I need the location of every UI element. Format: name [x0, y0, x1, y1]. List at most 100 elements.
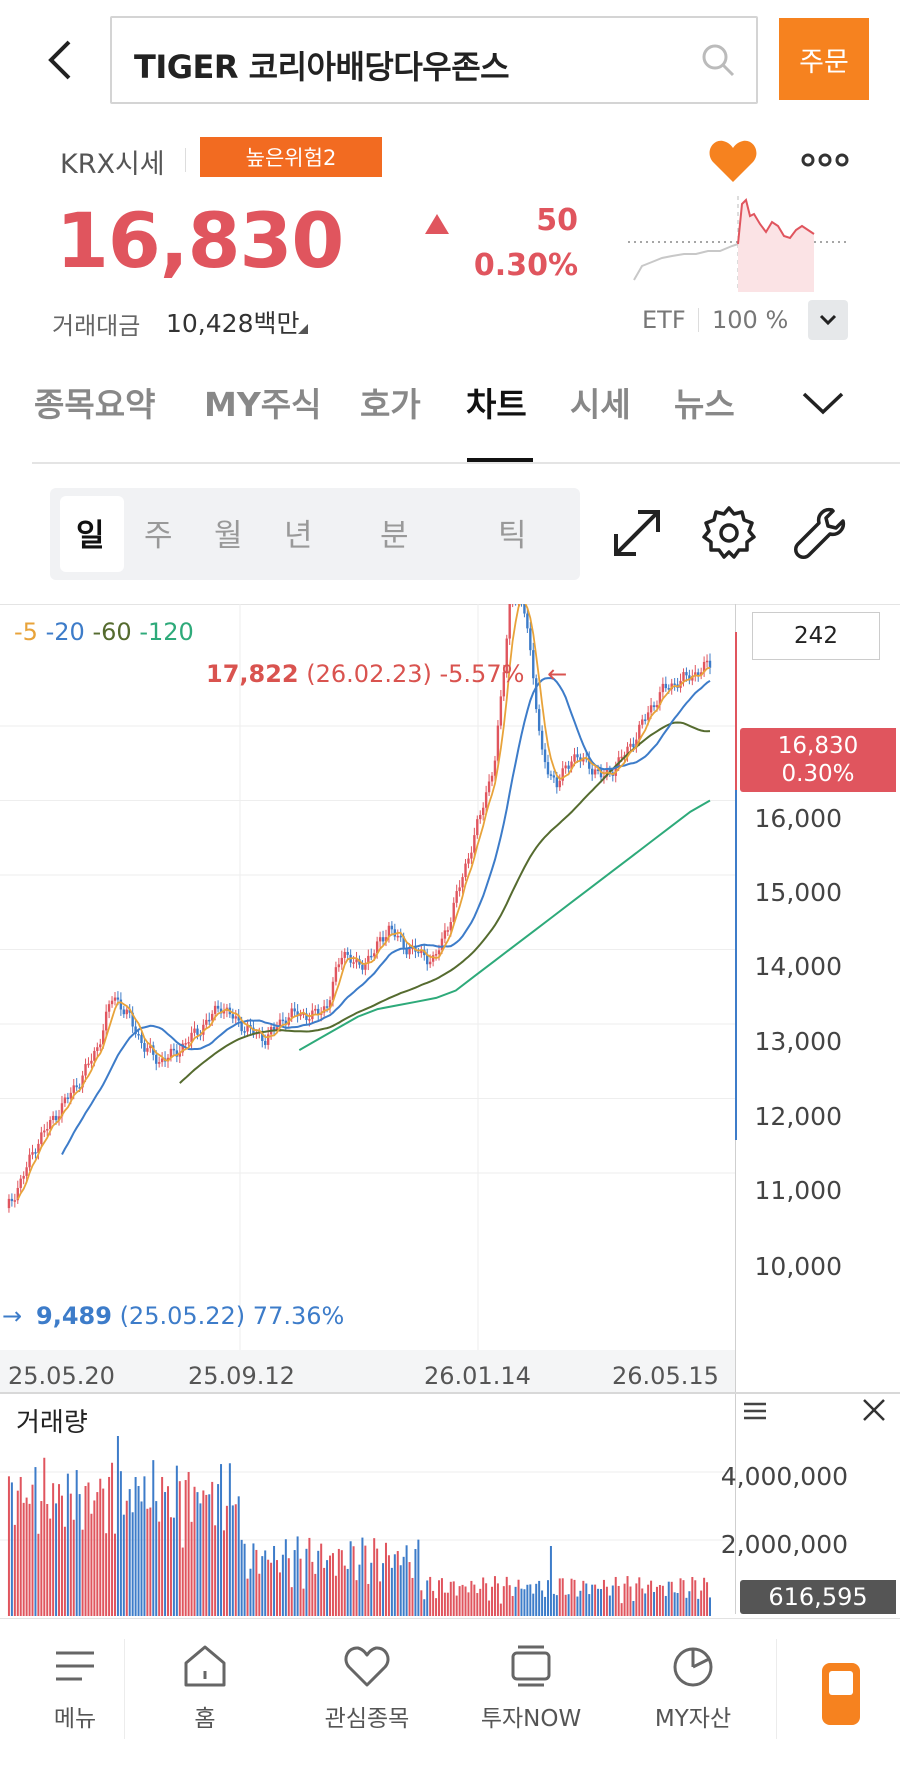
nav-my-assets[interactable]: MY자산	[618, 1641, 768, 1733]
nav-watchlist[interactable]: 관심종목	[292, 1641, 442, 1733]
volume-bar	[34, 1467, 37, 1616]
candle-body	[302, 1013, 305, 1015]
tab-orderbook[interactable]: 호가	[360, 385, 421, 424]
volume-bar	[667, 1581, 670, 1616]
volume-bar	[113, 1533, 116, 1616]
candle-body	[573, 754, 576, 762]
wrench-icon[interactable]	[792, 504, 850, 562]
volume-bar	[502, 1586, 505, 1616]
expand-button[interactable]	[808, 300, 848, 340]
candle-body	[381, 937, 385, 942]
candle-body	[620, 756, 623, 759]
divider	[0, 1392, 900, 1394]
period-day[interactable]: 일	[76, 518, 105, 554]
candle-body	[593, 769, 597, 775]
candle-body	[190, 1032, 193, 1043]
volume-bar	[703, 1577, 706, 1616]
volume-bar	[443, 1592, 446, 1616]
volume-bar	[311, 1561, 314, 1616]
candle-body	[408, 948, 411, 955]
candle-body	[364, 963, 367, 970]
volume-bar	[617, 1585, 620, 1616]
candle-body	[193, 1028, 196, 1033]
volume-bar	[691, 1577, 694, 1616]
period-month[interactable]: 월	[214, 518, 243, 554]
candle-body	[458, 887, 461, 892]
nav-label: 투자NOW	[480, 1706, 582, 1732]
candle-body	[128, 1009, 131, 1013]
ma5-line	[16, 604, 711, 1200]
candle-body	[16, 1187, 19, 1201]
search-input-value: TIGER 코리아배당다우존스	[134, 48, 510, 86]
tab-quotes[interactable]: 시세	[570, 385, 631, 424]
period-year[interactable]: 년	[284, 518, 313, 554]
settings-gear-icon[interactable]	[700, 504, 758, 562]
ma120-line	[298, 799, 711, 1051]
bottom-navigation: 메뉴 홈 관심종목 투자NOW MY자산	[0, 1618, 900, 1768]
candle-body	[122, 1009, 126, 1015]
period-selector: 일 주 월 년 분 틱	[50, 488, 580, 580]
candle-body	[43, 1130, 46, 1133]
candle-body	[596, 769, 600, 771]
volume-bar	[426, 1580, 429, 1616]
x-tick-label: 25.09.12	[188, 1362, 295, 1390]
y-tick-label: 13,000	[754, 1027, 842, 1056]
candle-body	[667, 688, 670, 690]
volume-bar	[432, 1590, 435, 1616]
back-button[interactable]	[36, 30, 84, 90]
period-minute[interactable]: 분	[380, 518, 409, 554]
candle-count-box[interactable]: 242	[752, 612, 880, 660]
volume-bar	[10, 1482, 13, 1616]
candle-body	[125, 1009, 128, 1015]
fullscreen-icon[interactable]	[608, 504, 666, 562]
candle-body	[116, 997, 120, 1000]
volume-bar	[567, 1594, 570, 1616]
candle-body	[455, 891, 458, 903]
candle-body	[63, 1097, 67, 1104]
tab-news[interactable]: 뉴스	[674, 385, 735, 424]
candle-body	[299, 1013, 302, 1017]
candle-body	[431, 955, 435, 962]
volume-bar	[96, 1492, 99, 1616]
candle-body	[296, 1011, 299, 1017]
heart-icon[interactable]	[708, 138, 758, 184]
more-icon[interactable]	[800, 150, 850, 170]
volume-bar	[379, 1581, 382, 1616]
tab-summary[interactable]: 종목요약	[34, 385, 156, 424]
candle-body	[57, 1116, 61, 1121]
ma20-line	[61, 677, 711, 1155]
nav-menu[interactable]: 메뉴	[0, 1641, 150, 1733]
candle-body	[523, 604, 526, 614]
nav-invest-now[interactable]: 투자NOW	[456, 1641, 606, 1733]
order-button[interactable]: 주문	[779, 18, 869, 100]
nav-home[interactable]: 홈	[130, 1641, 280, 1733]
period-tick[interactable]: 틱	[498, 518, 527, 554]
candle-body	[275, 1027, 279, 1030]
volume-bar	[573, 1579, 576, 1616]
volume-bar	[682, 1580, 685, 1616]
candle-body	[66, 1097, 70, 1100]
search-input[interactable]: TIGER 코리아배당다우존스	[110, 16, 758, 104]
candle-body	[172, 1048, 176, 1051]
phone-icon[interactable]	[822, 1663, 860, 1725]
candle-body	[697, 672, 700, 676]
candle-body	[328, 1000, 332, 1008]
candle-body	[493, 760, 497, 776]
candle-body	[396, 935, 399, 938]
chevron-down-icon[interactable]	[800, 388, 846, 418]
search-icon[interactable]	[698, 40, 738, 80]
legend-ma-60: -60	[92, 618, 132, 646]
tab-my-stock[interactable]: MY주식	[204, 385, 322, 424]
high-detail: (26.02.23) -5.57%	[306, 660, 525, 688]
nav-label: MY자산	[654, 1706, 732, 1732]
volume-bar	[60, 1495, 63, 1616]
volume-bar	[629, 1586, 632, 1616]
volume-bar	[40, 1501, 43, 1616]
candle-body	[449, 922, 452, 931]
close-icon[interactable]	[860, 1396, 888, 1424]
tab-chart[interactable]: 차트	[466, 385, 527, 424]
menu-icon[interactable]	[742, 1400, 768, 1422]
volume-bar	[467, 1592, 470, 1616]
price-chart[interactable]	[0, 604, 735, 1350]
period-week[interactable]: 주	[144, 518, 173, 554]
